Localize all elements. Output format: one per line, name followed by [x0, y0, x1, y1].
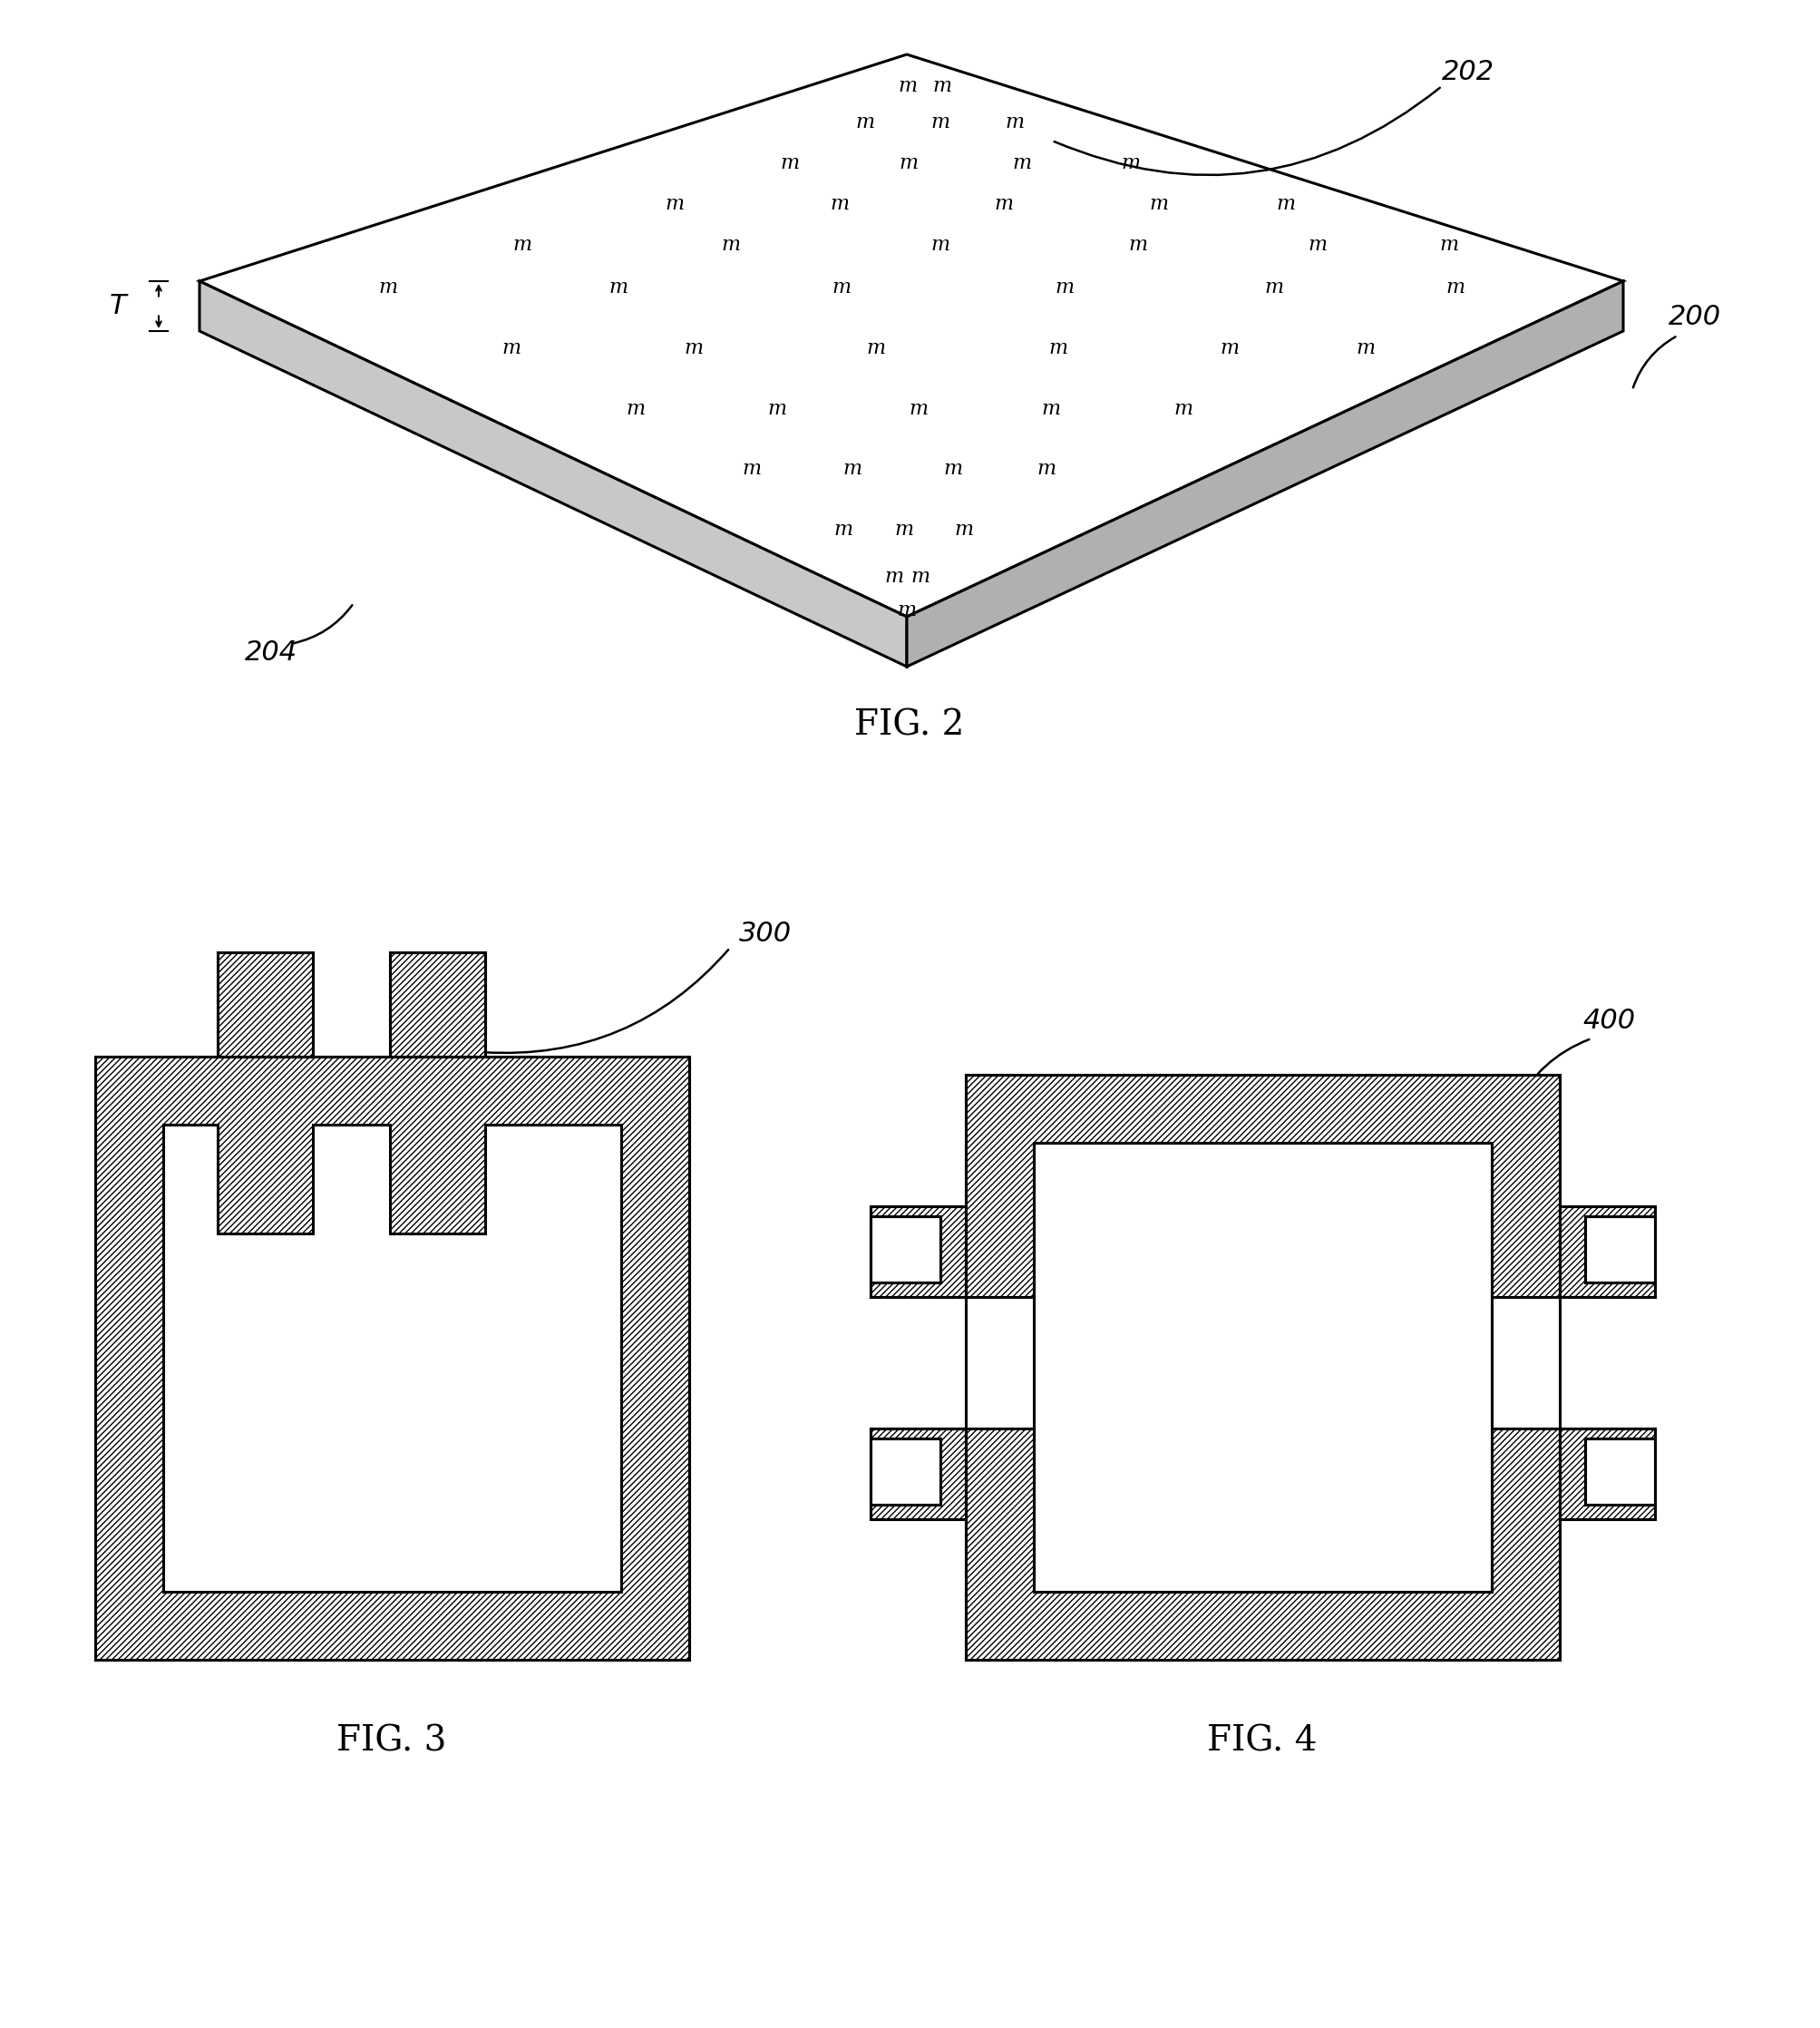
Text: m: m: [908, 400, 928, 418]
Text: 300: 300: [739, 921, 792, 947]
Polygon shape: [164, 1126, 621, 1592]
Text: m: m: [608, 278, 628, 298]
Bar: [1560, 1207, 1654, 1298]
Bar: [870, 1298, 1034, 1428]
Text: m: m: [855, 112, 875, 132]
Bar: [1034, 1144, 1492, 1592]
Bar: [870, 1207, 966, 1298]
Bar: [966, 1075, 1560, 1659]
Text: m: m: [1307, 235, 1327, 256]
Bar: [870, 1207, 966, 1298]
Text: m: m: [1219, 339, 1239, 359]
Text: m: m: [379, 278, 397, 298]
Bar: [1585, 1217, 1654, 1282]
Text: m: m: [743, 458, 763, 479]
Bar: [95, 1057, 690, 1659]
Bar: [1560, 1428, 1654, 1519]
Text: 202: 202: [1441, 59, 1494, 85]
Text: m: m: [1121, 154, 1141, 172]
Bar: [966, 1075, 1560, 1659]
Text: 400: 400: [1582, 1008, 1634, 1034]
Text: m: m: [943, 458, 963, 479]
Text: m: m: [1445, 278, 1465, 298]
Bar: [1585, 1438, 1654, 1505]
Bar: [870, 1428, 966, 1519]
Text: m: m: [830, 195, 848, 215]
Text: m: m: [779, 154, 799, 172]
Text: m: m: [1440, 235, 1458, 256]
Bar: [870, 1217, 941, 1282]
Text: m: m: [1041, 400, 1061, 418]
Text: m: m: [1048, 339, 1068, 359]
Text: m: m: [910, 566, 930, 586]
Text: m: m: [897, 77, 917, 95]
Text: m: m: [1174, 400, 1192, 418]
Bar: [1560, 1207, 1654, 1298]
Polygon shape: [906, 282, 1623, 667]
Text: m: m: [1056, 278, 1074, 298]
Text: m: m: [1128, 235, 1147, 256]
Text: m: m: [866, 339, 886, 359]
Bar: [870, 1428, 966, 1519]
Text: m: m: [930, 112, 950, 132]
Bar: [1560, 1428, 1654, 1519]
Bar: [218, 953, 313, 1057]
Text: m: m: [768, 400, 786, 418]
Text: m: m: [954, 519, 974, 539]
Text: m: m: [684, 339, 704, 359]
Text: m: m: [932, 235, 950, 256]
Text: m: m: [1265, 278, 1283, 298]
Text: FIG. 4: FIG. 4: [1207, 1724, 1318, 1758]
Text: m: m: [666, 195, 684, 215]
Bar: [389, 953, 486, 1057]
Text: m: m: [895, 519, 914, 539]
Text: m: m: [1276, 195, 1296, 215]
Text: m: m: [1005, 112, 1025, 132]
Bar: [218, 953, 313, 1057]
Text: 200: 200: [1669, 304, 1722, 331]
Text: m: m: [1012, 154, 1032, 172]
Text: m: m: [626, 400, 646, 418]
Text: m: m: [897, 600, 917, 621]
Text: m: m: [723, 235, 741, 256]
Text: m: m: [1356, 339, 1376, 359]
Bar: [870, 1438, 941, 1505]
Bar: [1492, 1298, 1654, 1428]
Polygon shape: [200, 282, 906, 667]
Text: m: m: [885, 566, 905, 586]
Text: m: m: [502, 339, 521, 359]
Text: m: m: [834, 519, 854, 539]
Text: FIG. 2: FIG. 2: [855, 710, 965, 742]
Text: m: m: [843, 458, 863, 479]
Text: m: m: [994, 195, 1014, 215]
Text: m: m: [934, 77, 952, 95]
Bar: [95, 1057, 690, 1659]
Text: m: m: [1148, 195, 1168, 215]
Text: m: m: [832, 278, 852, 298]
Text: FIG. 3: FIG. 3: [337, 1724, 446, 1758]
Text: m: m: [513, 235, 531, 256]
Text: 204: 204: [246, 641, 297, 665]
Text: m: m: [899, 154, 919, 172]
Text: m: m: [1037, 458, 1056, 479]
Bar: [389, 953, 486, 1057]
Text: T: T: [109, 292, 126, 318]
Polygon shape: [200, 55, 1623, 617]
